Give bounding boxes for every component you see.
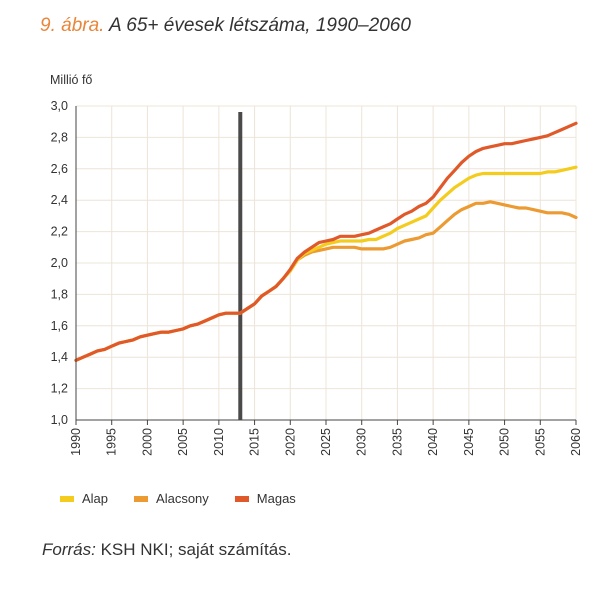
y-tick-label: 1,0 <box>51 413 68 427</box>
x-tick-label: 2010 <box>212 428 226 456</box>
x-tick-label: 2055 <box>533 428 547 456</box>
y-tick-label: 2,0 <box>51 256 68 270</box>
y-axis-label: Millió fő <box>50 73 92 87</box>
x-tick-label: 2050 <box>498 428 512 456</box>
axes <box>75 106 577 425</box>
legend-item-alap: Alap <box>60 491 108 506</box>
legend-item-alacsony: Alacsony <box>134 491 209 506</box>
source-label: Forrás: <box>42 540 96 559</box>
y-tick-label: 2,2 <box>51 225 68 239</box>
y-tick-label: 2,8 <box>51 130 68 144</box>
y-tick-label: 1,4 <box>51 350 68 364</box>
figure-title: 9. ábra. A 65+ évesek létszáma, 1990–206… <box>40 15 411 37</box>
source-text: KSH NKI; saját számítás. <box>100 540 292 559</box>
x-tick-label: 1995 <box>105 428 119 456</box>
y-tick-label: 1,8 <box>51 287 68 301</box>
y-tick-label: 2,6 <box>51 162 68 176</box>
y-tick-label: 2,4 <box>51 193 68 207</box>
y-tick-label: 1,2 <box>51 382 68 396</box>
x-tick-label: 2045 <box>462 428 476 456</box>
x-tick-label: 2005 <box>176 428 190 456</box>
x-tick-label: 2040 <box>426 428 440 456</box>
x-tick-label: 2060 <box>569 428 583 456</box>
x-tick-label: 2000 <box>140 428 154 456</box>
figure-title-text: A 65+ évesek létszáma, 1990–2060 <box>109 15 411 36</box>
legend: Alap Alacsony Magas <box>60 491 322 506</box>
legend-label-alacsony: Alacsony <box>156 491 209 506</box>
figure-number: 9. ábra. <box>40 15 105 36</box>
y-tick-labels: 1,0 1,2 1,4 1,6 1,8 2,0 2,2 2,4 2,6 2,8 3,0 <box>51 99 68 427</box>
series-line-magas <box>74 121 578 362</box>
legend-swatch-alacsony <box>134 495 149 502</box>
x-tick-label: 2030 <box>355 428 369 456</box>
legend-swatch-alap <box>60 495 74 502</box>
x-tick-label: 2020 <box>283 428 297 456</box>
grid-lines <box>76 105 577 420</box>
y-tick-label: 1,6 <box>51 319 68 333</box>
source-note: Forrás: KSH NKI; saját számítás. <box>42 540 291 560</box>
legend-item-magas: Magas <box>234 491 296 506</box>
legend-swatch-magas <box>234 495 249 502</box>
legend-label-alap: Alap <box>82 491 109 506</box>
x-tick-labels: 1990 1995 2000 2005 2010 2015 2020 2025 2030 2035… <box>69 428 583 456</box>
legend-label-magas: Magas <box>256 491 296 506</box>
x-tick-label: 2015 <box>248 428 262 456</box>
chart: 1,01,21,41,61,82,02,22,42,62,83,0 1990 19… <box>50 73 583 456</box>
series-lines <box>74 121 578 362</box>
x-tick-label: 1990 <box>69 428 83 456</box>
x-tick-label: 2035 <box>390 428 404 456</box>
x-tick-label: 2025 <box>319 428 333 456</box>
y-tick-label: 3,0 <box>51 99 68 113</box>
